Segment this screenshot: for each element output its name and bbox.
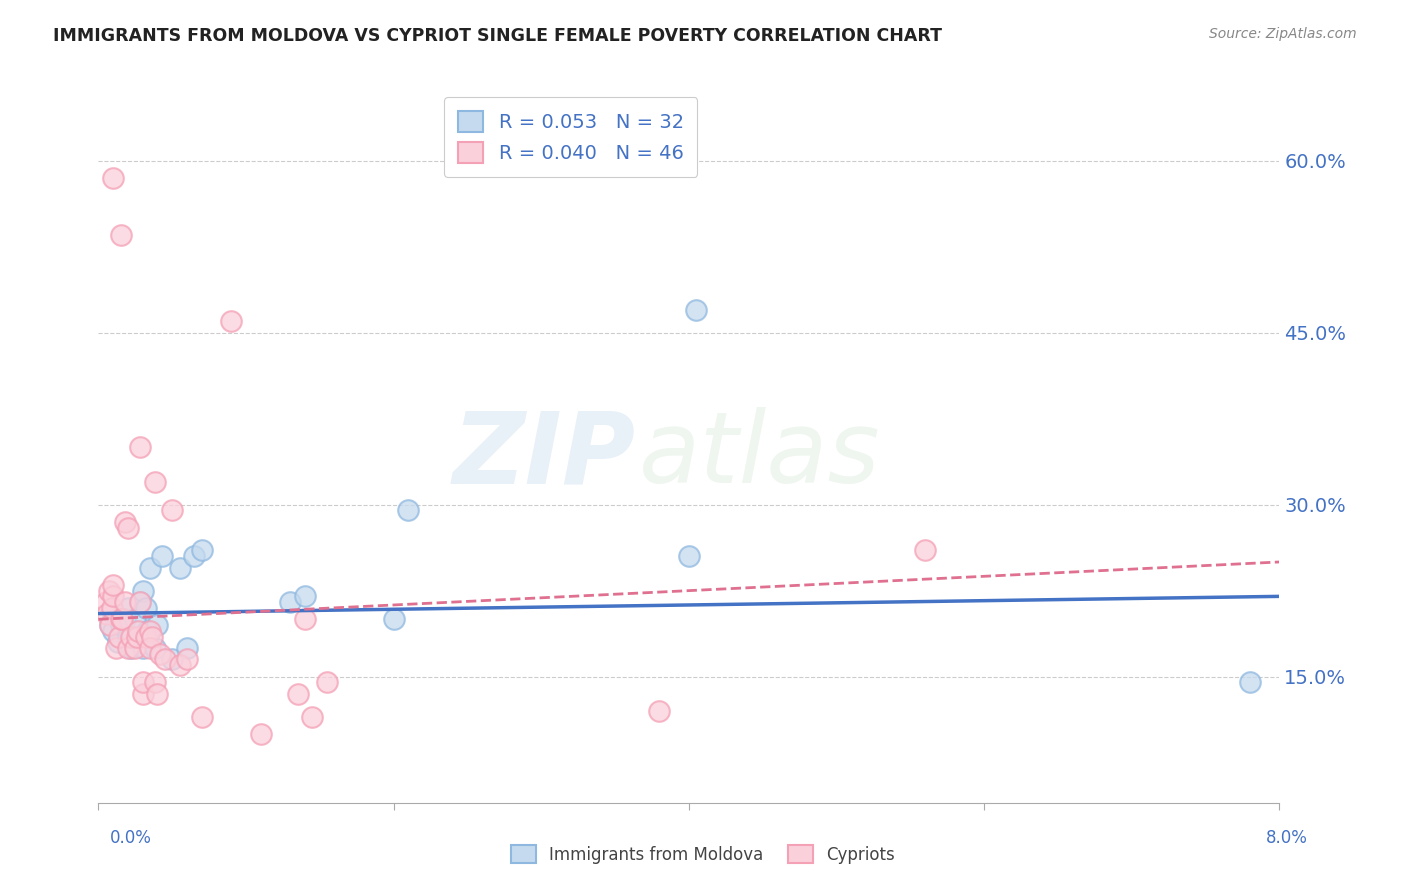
Point [153, 652, 176, 666]
Point [120, 640, 142, 655]
Point [117, 640, 139, 655]
Point [98, 618, 121, 632]
Point [110, 228, 132, 243]
Point [117, 630, 139, 644]
Point [114, 515, 136, 529]
Point [108, 630, 131, 644]
Point [125, 630, 148, 644]
Point [139, 624, 162, 638]
Point [1239, 675, 1261, 690]
Point [114, 595, 136, 609]
Text: atlas: atlas [640, 408, 882, 505]
Text: IMMIGRANTS FROM MOLDOVA VS CYPRIOT SINGLE FEMALE POVERTY CORRELATION CHART: IMMIGRANTS FROM MOLDOVA VS CYPRIOT SINGL… [53, 27, 942, 45]
Point [96, 607, 118, 621]
Point [648, 704, 671, 718]
Point [128, 595, 150, 609]
Point [301, 710, 323, 724]
Point [103, 170, 125, 185]
Point [139, 640, 162, 655]
Point [149, 647, 172, 661]
Point [143, 640, 166, 655]
Point [128, 595, 150, 609]
Point [132, 640, 155, 655]
Point [103, 624, 125, 638]
Point [162, 503, 183, 517]
Point [136, 624, 159, 638]
Point [280, 595, 302, 609]
Point [120, 630, 142, 644]
Point [221, 314, 243, 328]
Legend: R = 0.053   N = 32, R = 0.040   N = 46: R = 0.053 N = 32, R = 0.040 N = 46 [444, 97, 697, 177]
Point [127, 624, 149, 638]
Point [103, 590, 125, 604]
Point [132, 687, 155, 701]
Point [132, 675, 155, 690]
Text: 0.0%: 0.0% [110, 829, 152, 847]
Point [250, 727, 273, 741]
Point [169, 560, 191, 574]
Point [143, 475, 166, 489]
Point [124, 612, 146, 626]
Point [169, 658, 191, 673]
Point [121, 630, 143, 644]
Legend: Immigrants from Moldova, Cypriots: Immigrants from Moldova, Cypriots [503, 838, 903, 871]
Point [914, 543, 936, 558]
Point [139, 560, 162, 574]
Point [294, 612, 316, 626]
Point [98, 618, 121, 632]
Point [114, 612, 136, 626]
Point [97, 583, 120, 598]
Point [287, 687, 309, 701]
Point [382, 612, 405, 626]
Point [110, 618, 132, 632]
Point [111, 612, 134, 626]
Point [685, 302, 707, 317]
Text: 8.0%: 8.0% [1265, 829, 1308, 847]
Point [191, 710, 214, 724]
Point [110, 612, 132, 626]
Point [105, 640, 128, 655]
Point [162, 652, 183, 666]
Point [100, 600, 122, 615]
Point [398, 503, 420, 517]
Text: Source: ZipAtlas.com: Source: ZipAtlas.com [1209, 27, 1357, 41]
Point [124, 640, 146, 655]
Point [135, 600, 157, 615]
Point [294, 590, 316, 604]
Point [141, 630, 163, 644]
Point [678, 549, 700, 564]
Point [143, 675, 166, 690]
Point [191, 543, 214, 558]
Point [176, 652, 198, 666]
Point [132, 583, 155, 598]
Point [150, 549, 173, 564]
Point [103, 578, 125, 592]
Point [107, 635, 129, 649]
Point [176, 640, 198, 655]
Point [146, 618, 169, 632]
Point [94, 595, 117, 609]
Text: ZIP: ZIP [453, 408, 636, 505]
Point [117, 600, 139, 615]
Point [146, 687, 169, 701]
Point [316, 675, 339, 690]
Point [103, 607, 125, 621]
Point [117, 520, 139, 534]
Point [128, 440, 150, 454]
Point [183, 549, 205, 564]
Point [135, 630, 157, 644]
